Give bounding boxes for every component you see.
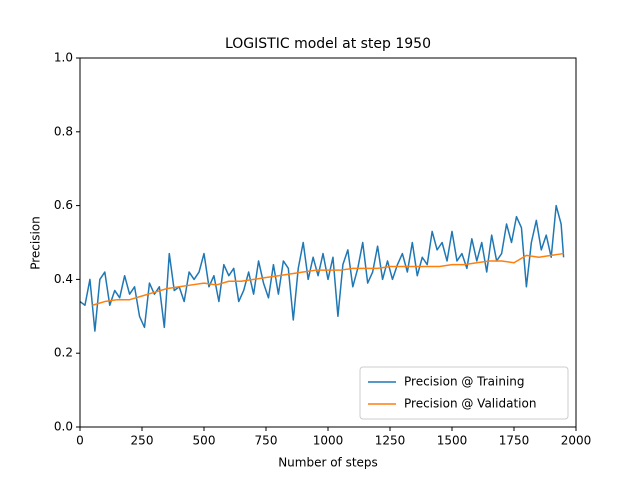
legend-box [359, 366, 569, 420]
x-tick-label: 0 [76, 434, 84, 448]
x-tick-label: 250 [131, 434, 154, 448]
y-tick-label: 0.2 [54, 346, 73, 360]
x-tick-label: 500 [193, 434, 216, 448]
x-tick-label: 750 [255, 434, 278, 448]
chart-title: LOGISTIC model at step 1950 [225, 36, 431, 52]
x-tick-label: 2000 [561, 434, 592, 448]
y-tick-label: 0.8 [54, 124, 73, 138]
data-line [92, 252, 564, 306]
x-tick-label: 1750 [499, 434, 530, 448]
y-tick-label: 0.6 [54, 198, 73, 212]
y-tick-label: 0.0 [54, 420, 73, 434]
data-line [79, 204, 565, 332]
x-tick-label: 1500 [437, 434, 468, 448]
legend-label: Precision @ Training [404, 375, 525, 389]
y-tick-label: 1.0 [54, 51, 73, 65]
y-axis-label: Precision [29, 216, 43, 270]
plot-frame [79, 57, 577, 428]
legend-label: Precision @ Validation [404, 397, 536, 411]
x-axis-label: Number of steps [278, 456, 378, 470]
y-tick-label: 0.4 [54, 272, 73, 286]
x-tick-label: 1250 [375, 434, 406, 448]
x-tick-label: 1000 [313, 434, 344, 448]
